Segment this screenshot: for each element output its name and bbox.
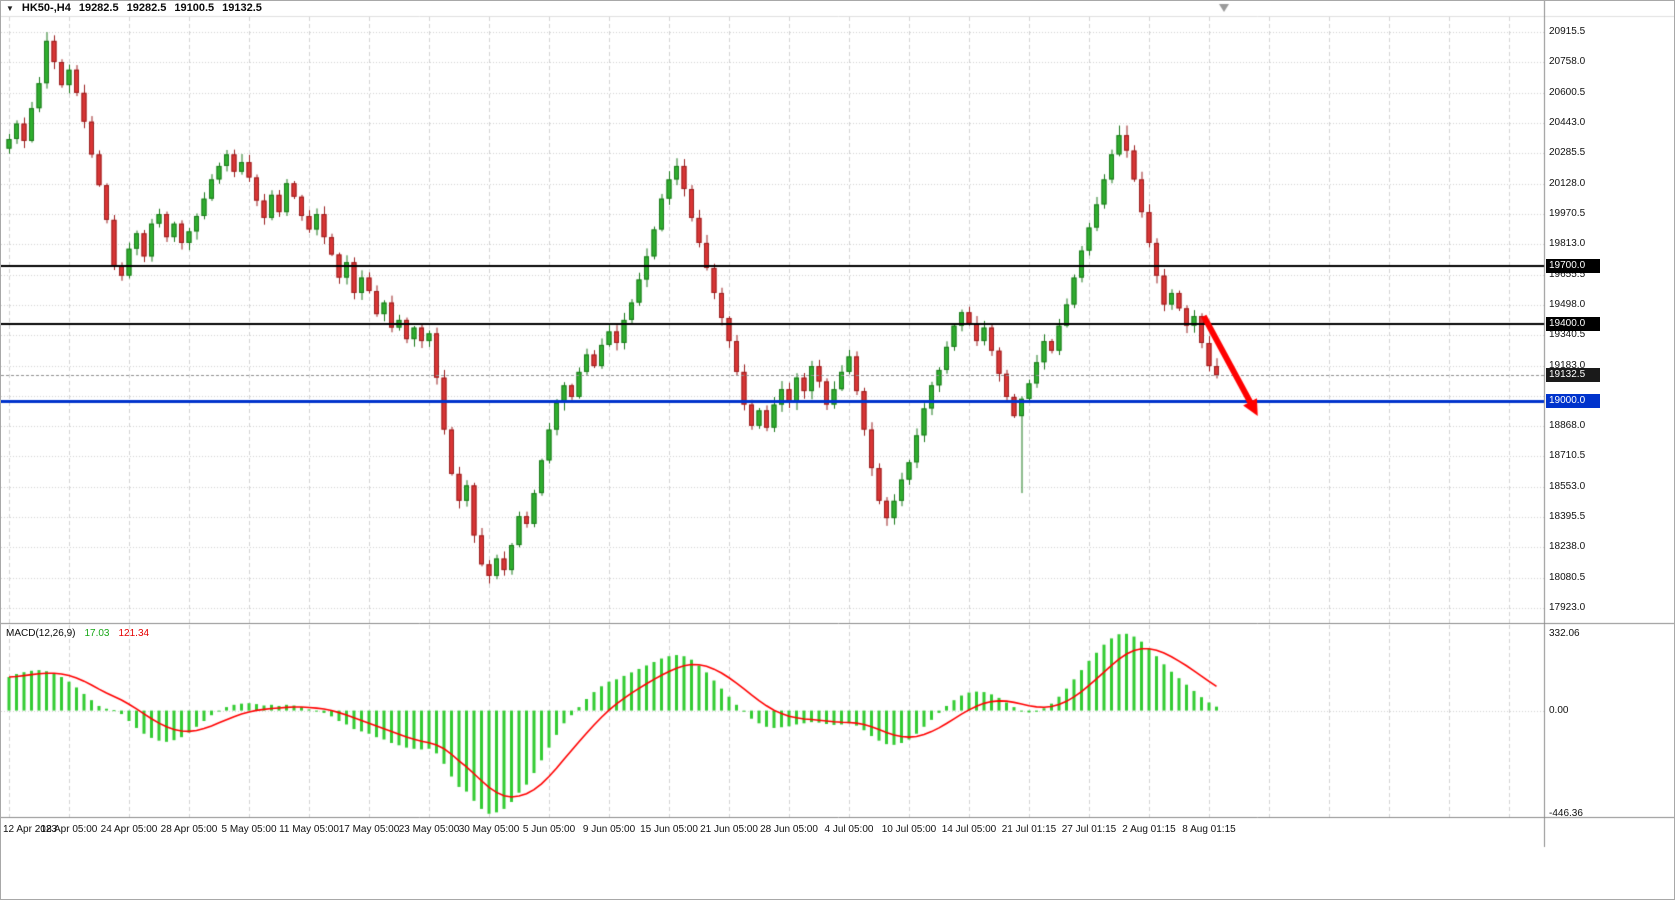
- indicator-tick-label: 332.06: [1549, 627, 1580, 639]
- time-axis[interactable]: 12 Apr 2023 18 Apr 05:00 24 Apr 05:00 28 Ap…: [1, 822, 1544, 838]
- time-axis-label: 11 May 05:00: [279, 824, 339, 835]
- price-tick-label: 19970.5: [1549, 207, 1586, 219]
- time-axis-label: 10 Jul 05:00: [881, 824, 937, 835]
- time-axis-label: 28 Jun 05:00: [760, 824, 818, 835]
- time-axis-label: 27 Jul 01:15: [1061, 824, 1117, 835]
- price-tick-label: 18710.5: [1549, 450, 1586, 462]
- price-tick-label: 20758.0: [1549, 56, 1586, 68]
- time-axis-label: 23 May 05:00: [398, 824, 460, 835]
- indicator-axis[interactable]: 332.06 0.00 -446.36: [1547, 1, 1674, 899]
- price-tick-label: 18238.0: [1549, 541, 1586, 553]
- time-axis-label: 24 Apr 05:00: [100, 824, 158, 835]
- time-axis-label: 14 Jul 05:00: [941, 824, 997, 835]
- price-tick-label: 17923.0: [1549, 601, 1586, 613]
- ohlc-high-value: 19282.5: [126, 2, 167, 14]
- time-axis-label: 5 Jun 05:00: [522, 824, 576, 835]
- indicator-signal-value: 121.34: [118, 628, 150, 639]
- time-axis-label: 28 Apr 05:00: [160, 824, 218, 835]
- indicator-name-label: MACD(12,26,9): [6, 628, 76, 639]
- time-axis-label: 15 Jun 05:00: [640, 824, 698, 835]
- price-tick-label: 19183.0: [1549, 359, 1586, 371]
- price-tick-label: 19498.0: [1549, 298, 1586, 310]
- ohlc-open-value: 19282.5: [78, 2, 119, 14]
- time-axis-label: 21 Jun 05:00: [700, 824, 758, 835]
- time-axis-label: 30 May 05:00: [458, 824, 520, 835]
- price-tick-label: 18395.5: [1549, 511, 1586, 523]
- time-axis-label: 9 Jun 05:00: [582, 824, 636, 835]
- time-axis-label: 21 Jul 01:15: [1001, 824, 1057, 835]
- time-axis-label: 18 Apr 05:00: [40, 824, 98, 835]
- price-tick-label: 20443.0: [1549, 117, 1586, 129]
- price-tick-label: 19340.5: [1549, 329, 1586, 341]
- symbol-ohlc-bar: ▼ HK50-,H4 19282.5 19282.5 19100.5 19132…: [6, 2, 262, 14]
- price-tick-label: 20285.5: [1549, 147, 1586, 159]
- price-tick-label: 20600.5: [1549, 86, 1586, 98]
- time-axis-label: 17 May 05:00: [338, 824, 400, 835]
- time-axis-label: 5 May 05:00: [221, 824, 277, 835]
- indicator-label-bar: MACD(12,26,9) 17.03 121.34: [6, 628, 149, 639]
- price-tick-label: 18553.0: [1549, 480, 1586, 492]
- time-axis-label: 2 Aug 01:15: [1122, 824, 1176, 835]
- indicator-macd-value: 17.03: [84, 628, 110, 639]
- time-axis-label: 8 Aug 01:15: [1182, 824, 1236, 835]
- price-tick-label: 18868.0: [1549, 420, 1586, 432]
- collapse-arrow-icon[interactable]: ▼: [6, 3, 14, 13]
- time-axis-label: 12 Apr 2023: [3, 824, 57, 835]
- price-axis[interactable]: 20915.5 20758.0 20600.5 20443.0 20285.5 20128…: [1547, 1, 1674, 899]
- price-tick-label: 19655.5: [1549, 268, 1586, 280]
- indicator-tick-label: 0.00: [1549, 704, 1569, 716]
- ohlc-close-value: 19132.5: [222, 2, 262, 14]
- price-tick-label: 20128.0: [1549, 177, 1586, 189]
- time-axis-label: 4 Jul 05:00: [824, 824, 874, 835]
- indicator-tick-label: -446.36: [1549, 807, 1583, 819]
- ohlc-low-value: 19100.5: [174, 2, 215, 14]
- price-tick-label: 19813.0: [1549, 238, 1586, 250]
- price-tick-label: 20915.5: [1549, 26, 1586, 38]
- symbol-period-label: HK50-,H4: [21, 2, 71, 14]
- price-tick-label: 18080.5: [1549, 571, 1586, 583]
